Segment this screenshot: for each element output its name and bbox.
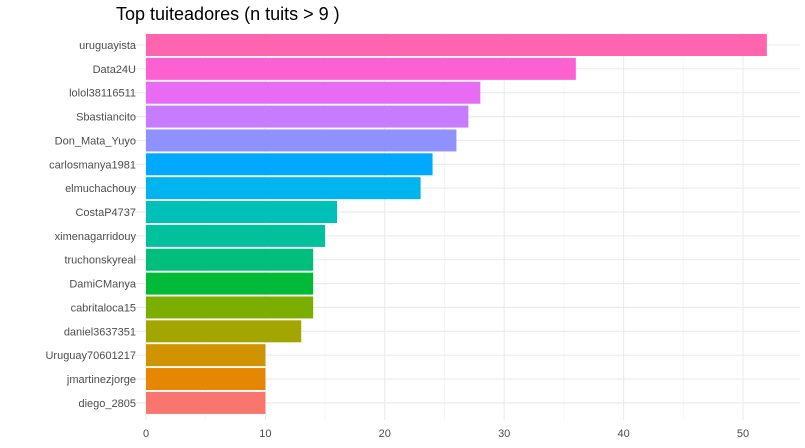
- y-tick-label: DamiCManya: [69, 279, 137, 291]
- x-tick-label: 20: [379, 428, 391, 440]
- y-tick-label: Sbastiancito: [76, 112, 136, 124]
- y-tick-label: daniel3637351: [64, 326, 136, 338]
- bar-CostaP4737: [146, 201, 338, 224]
- bar-DamiCManya: [146, 272, 314, 295]
- bar-diego_2805: [146, 391, 266, 414]
- chart-title: Top tuiteadores (n tuits > 9 ): [116, 4, 340, 24]
- y-tick-label: truchonskyreal: [64, 255, 136, 267]
- x-tick-label: 40: [617, 428, 629, 440]
- bar-Data24U: [146, 57, 576, 80]
- bar-daniel3637351: [146, 320, 302, 343]
- y-tick-label: diego_2805: [78, 398, 136, 410]
- bar-carlosmanya1981: [146, 153, 433, 176]
- bar-uruguayista: [146, 34, 767, 56]
- y-tick-label: uruguayista: [79, 40, 137, 52]
- y-tick-label: Data24U: [93, 64, 136, 76]
- x-tick-label: 50: [737, 428, 749, 440]
- y-tick-label: jmartinezjorge: [66, 374, 136, 386]
- y-tick-label: Uruguay70601217: [45, 350, 136, 362]
- bar-jmartinezjorge: [146, 368, 266, 391]
- y-tick-label: carlosmanya1981: [49, 159, 136, 171]
- bar-Sbastiancito: [146, 105, 469, 128]
- y-tick-label: elmuchachouy: [65, 183, 136, 195]
- y-tick-label: lolol38116511: [69, 88, 136, 100]
- x-tick-label: 10: [259, 428, 271, 440]
- y-tick-label: CostaP4737: [75, 207, 136, 219]
- bar-Uruguay70601217: [146, 344, 266, 367]
- y-tick-label: Don_Mata_Yuyo: [55, 135, 136, 147]
- y-tick-label: ximenagarridouy: [55, 231, 137, 243]
- bar-cabritaloca15: [146, 296, 314, 319]
- bar-lolol38116511: [146, 81, 481, 104]
- y-tick-label: cabritaloca15: [71, 302, 136, 314]
- bar-ximenagarridouy: [146, 224, 326, 247]
- bar-Don_Mata_Yuyo: [146, 129, 457, 152]
- bar-truchonskyreal: [146, 248, 314, 271]
- x-tick-label: 0: [143, 428, 149, 440]
- x-tick-label: 30: [498, 428, 510, 440]
- bar-elmuchachouy: [146, 177, 421, 200]
